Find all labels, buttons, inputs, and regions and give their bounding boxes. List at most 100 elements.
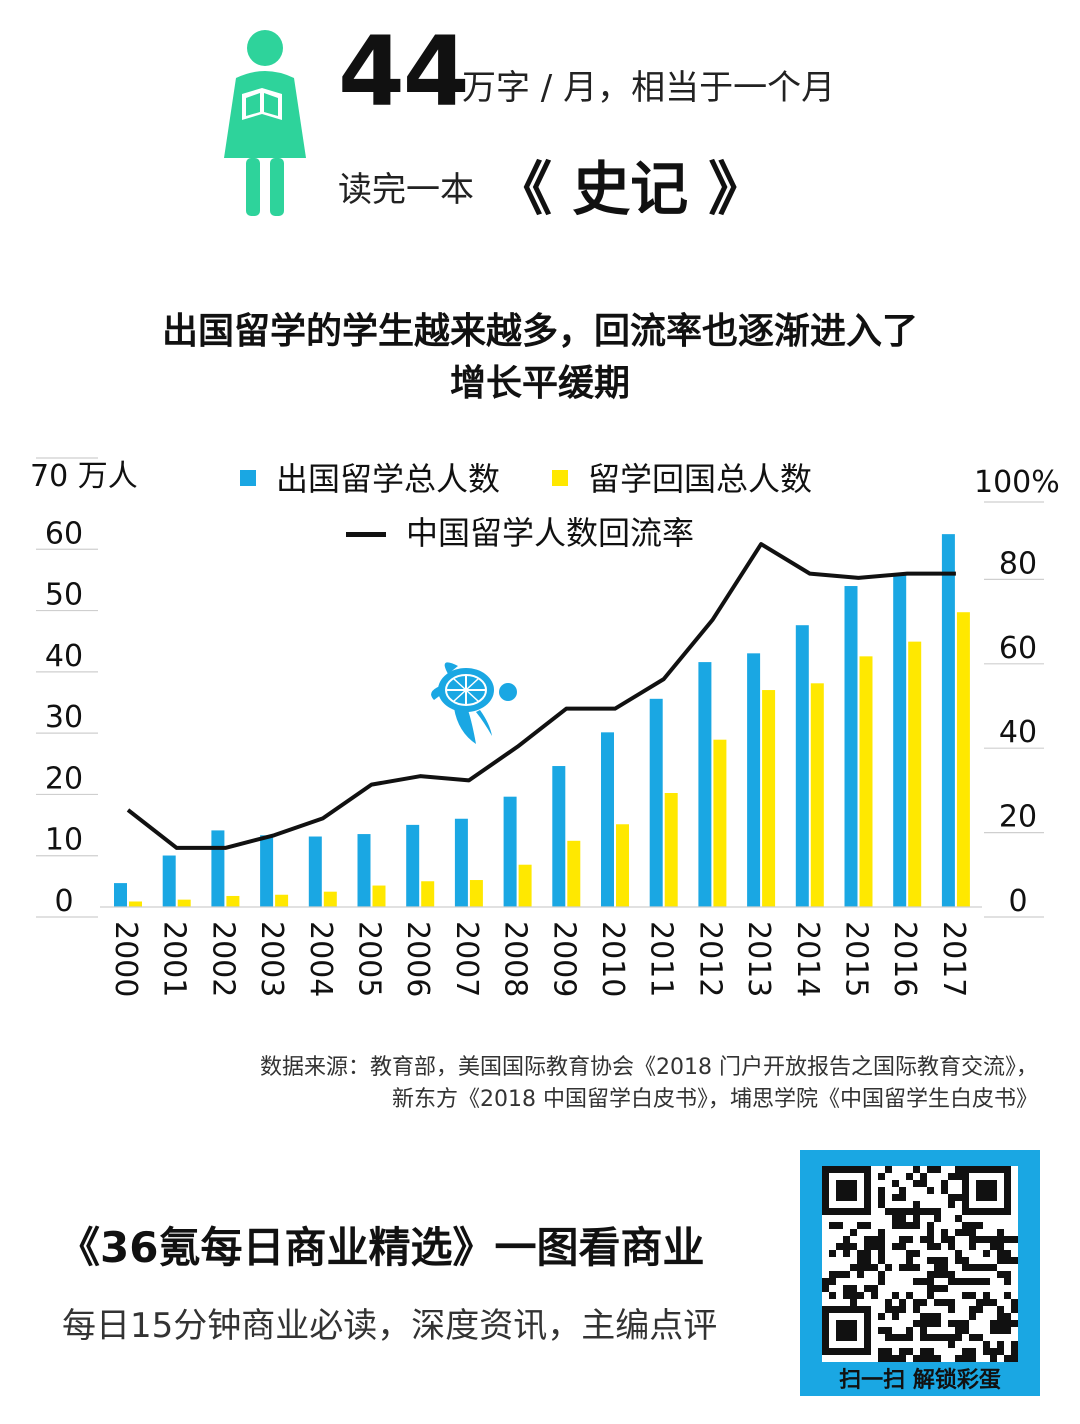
header: 44 万字 / 月，相当于一个月 读完一本 《 史记 》 xyxy=(0,0,1080,260)
x-tick-label: 2013 xyxy=(741,921,776,997)
qr-module xyxy=(997,1271,1004,1278)
x-tick-label: 2001 xyxy=(157,921,192,997)
qr-module xyxy=(899,1243,906,1250)
qr-module xyxy=(892,1355,899,1362)
qr-module xyxy=(1011,1355,1018,1362)
qr-module xyxy=(927,1348,934,1355)
qr-module xyxy=(997,1236,1004,1243)
left-tick-label: 40 xyxy=(45,639,83,674)
qr-module xyxy=(962,1355,969,1362)
bar-returned-2000 xyxy=(129,901,142,907)
qr-module xyxy=(969,1355,976,1362)
qr-module xyxy=(934,1166,941,1173)
qr-module xyxy=(843,1292,850,1299)
qr-module xyxy=(878,1355,885,1362)
qr-module xyxy=(892,1334,899,1341)
qr-module xyxy=(899,1355,906,1362)
qr-finder-core xyxy=(976,1180,997,1201)
qr-module xyxy=(997,1341,1004,1348)
qr-module xyxy=(906,1334,913,1341)
bar-returned-2017 xyxy=(956,612,970,907)
qr-module xyxy=(976,1264,983,1271)
qr-module xyxy=(871,1285,878,1292)
qr-module xyxy=(1004,1327,1011,1334)
bar-outbound-2004 xyxy=(308,836,322,907)
bar-outbound-2007 xyxy=(454,818,468,907)
x-tick-label: 2010 xyxy=(595,921,630,997)
bar-outbound-2016 xyxy=(893,573,907,907)
qr-module xyxy=(941,1264,948,1271)
qr-module xyxy=(927,1334,934,1341)
bar-outbound-2013 xyxy=(747,653,761,907)
qr-module xyxy=(990,1327,997,1334)
qr-module xyxy=(983,1278,990,1285)
bar-outbound-2014 xyxy=(795,625,809,907)
qr-module xyxy=(969,1306,976,1313)
qr-module xyxy=(983,1348,990,1355)
qr-finder-core xyxy=(836,1320,857,1341)
qr-module xyxy=(962,1229,969,1236)
qr-module xyxy=(843,1285,850,1292)
qr-module xyxy=(857,1222,864,1229)
qr-module xyxy=(1004,1355,1011,1362)
left-tick-label: 20 xyxy=(45,761,83,796)
qr-module xyxy=(948,1306,955,1313)
big-number: 44 xyxy=(338,16,470,128)
bar-returned-2004 xyxy=(323,891,337,907)
qr-module xyxy=(1011,1236,1018,1243)
qr-module xyxy=(892,1243,899,1250)
qr-module xyxy=(843,1271,850,1278)
qr-module xyxy=(885,1327,892,1334)
qr-module xyxy=(934,1264,941,1271)
bar-returned-2010 xyxy=(616,824,629,907)
qr-module xyxy=(906,1327,913,1334)
qr-module xyxy=(920,1348,927,1355)
qr-module xyxy=(920,1313,927,1320)
qr-module xyxy=(1011,1348,1018,1355)
qr-module xyxy=(899,1334,906,1341)
chart-title: 出国留学的学生越来越多，回流率也逐渐进入了 增长平缓期 xyxy=(60,306,1020,410)
qr-module xyxy=(864,1236,871,1243)
qr-module xyxy=(983,1341,990,1348)
qr-module xyxy=(913,1320,920,1327)
left-tick-label: 0 xyxy=(54,884,73,919)
qr-module xyxy=(934,1299,941,1306)
chart: 0 10 20 30 40 50 60 0 20 40 60 80 2000 2001 2002 2003… xyxy=(30,457,1060,997)
qr-module xyxy=(892,1306,899,1313)
bar-returned-2013 xyxy=(762,690,776,907)
qr-module xyxy=(997,1306,1004,1313)
qr-module xyxy=(969,1236,976,1243)
qr-module xyxy=(990,1243,997,1250)
qr-module xyxy=(934,1215,941,1222)
qr-module xyxy=(976,1236,983,1243)
qr-module xyxy=(1011,1306,1018,1313)
qr-module xyxy=(913,1250,920,1257)
qr-module xyxy=(990,1264,997,1271)
qr-module xyxy=(878,1250,885,1257)
legend-swatch-rate xyxy=(346,532,386,537)
qr-module xyxy=(976,1334,983,1341)
bar-outbound-2012 xyxy=(698,662,712,907)
qr-module xyxy=(955,1355,962,1362)
chart-title-line2: 增长平缓期 xyxy=(449,363,630,404)
qr-module xyxy=(927,1166,934,1173)
qr-module xyxy=(857,1250,864,1257)
qr-module xyxy=(955,1327,962,1334)
legend-label-rate: 中国留学人数回流率 xyxy=(406,514,694,552)
qr-module xyxy=(899,1194,906,1201)
qr-module xyxy=(906,1257,913,1264)
qr-module xyxy=(955,1229,962,1236)
right-axis-gridlines xyxy=(984,501,1044,918)
qr-module xyxy=(913,1355,920,1362)
qr-module xyxy=(983,1264,990,1271)
x-axis-labels: 2000 2001 2002 2003 2004 2005 2006 2007 2008 2009… xyxy=(108,921,971,997)
qr-module xyxy=(850,1243,857,1250)
qr-module xyxy=(899,1264,906,1271)
qr-module xyxy=(927,1355,934,1362)
bar-returned-2011 xyxy=(664,793,678,907)
left-axis-ticks: 0 10 20 30 40 50 60 xyxy=(45,516,83,919)
header-line2-prefix: 读完一本 xyxy=(338,170,474,210)
qr-module xyxy=(850,1292,857,1299)
qr-module xyxy=(927,1243,934,1250)
qr-code-icon[interactable] xyxy=(822,1166,1018,1362)
